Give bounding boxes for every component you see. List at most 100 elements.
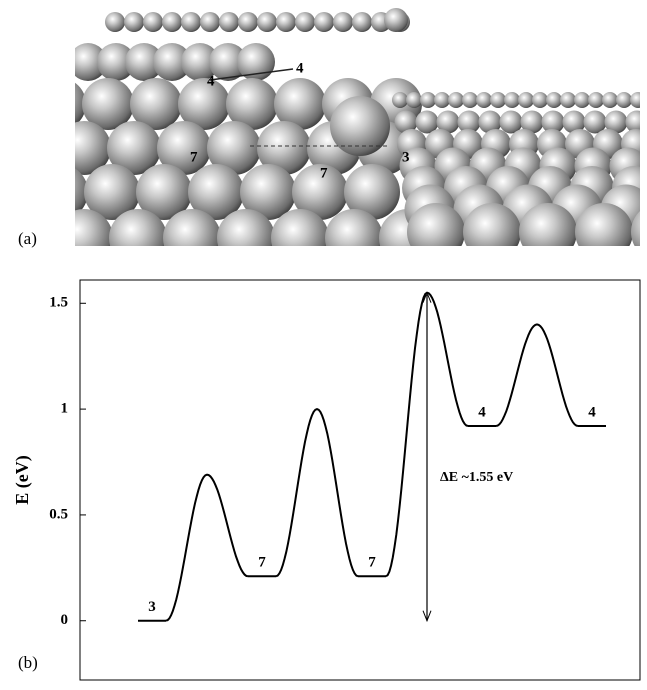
atom xyxy=(457,110,481,134)
atom xyxy=(575,203,633,246)
atom xyxy=(207,121,261,175)
atom xyxy=(518,92,534,108)
atom xyxy=(344,164,400,220)
atom xyxy=(237,43,275,81)
panel-label: (a) xyxy=(18,229,37,248)
atom xyxy=(97,43,135,81)
atom xyxy=(82,78,134,130)
atom xyxy=(476,92,492,108)
level-label: 4 xyxy=(478,404,486,420)
atom xyxy=(588,92,604,108)
atom xyxy=(226,78,278,130)
atom xyxy=(541,110,565,134)
atom xyxy=(162,12,182,32)
atom xyxy=(240,164,296,220)
atom xyxy=(394,110,418,134)
atom xyxy=(153,43,191,81)
atom xyxy=(520,110,544,134)
atom xyxy=(604,110,628,134)
atom xyxy=(562,110,586,134)
atom xyxy=(490,92,506,108)
atom xyxy=(75,168,88,216)
atom xyxy=(560,92,576,108)
atom xyxy=(616,92,632,108)
barrier xyxy=(275,408,359,578)
atom xyxy=(330,96,390,156)
atom xyxy=(75,82,86,126)
panel-label: (b) xyxy=(18,653,38,672)
atom xyxy=(109,209,167,246)
atom xyxy=(136,164,192,220)
atom xyxy=(407,203,465,246)
atom xyxy=(630,92,640,108)
atom xyxy=(436,110,460,134)
level-label: 3 xyxy=(148,599,156,615)
plot-frame xyxy=(79,279,641,681)
atom xyxy=(546,92,562,108)
atom xyxy=(532,92,548,108)
site-label: 3 xyxy=(402,149,410,165)
barrier xyxy=(165,473,249,622)
atom xyxy=(392,92,408,108)
atom xyxy=(352,12,372,32)
atom xyxy=(583,110,607,134)
atom xyxy=(181,12,201,32)
atom xyxy=(420,92,436,108)
atom xyxy=(143,12,163,32)
atom xyxy=(200,12,220,32)
atom xyxy=(625,110,640,134)
atom xyxy=(384,8,408,32)
atom xyxy=(274,78,326,130)
atom xyxy=(257,121,311,175)
level-label: 7 xyxy=(258,555,266,571)
atom xyxy=(463,203,521,246)
atom xyxy=(125,43,163,81)
atom xyxy=(130,78,182,130)
atom xyxy=(276,12,296,32)
atom xyxy=(124,12,144,32)
atom xyxy=(462,92,478,108)
atom xyxy=(75,121,111,175)
atom xyxy=(292,164,348,220)
y-tick-label: 0 xyxy=(61,612,69,628)
atom xyxy=(107,121,161,175)
atom xyxy=(75,50,79,74)
atom xyxy=(178,78,230,130)
atom xyxy=(217,209,275,246)
atom xyxy=(219,12,239,32)
atom xyxy=(434,92,450,108)
atom xyxy=(163,209,221,246)
atom xyxy=(157,121,211,175)
annotation: ΔE ~1.55 eV xyxy=(440,470,513,485)
barrier xyxy=(495,323,579,427)
atom xyxy=(75,43,107,81)
atom xyxy=(602,92,618,108)
y-tick-label: 0.5 xyxy=(49,506,68,522)
atom xyxy=(504,92,520,108)
arrow-head xyxy=(422,291,432,303)
atom xyxy=(631,211,640,246)
level-label: 4 xyxy=(588,404,596,420)
atom xyxy=(209,43,247,81)
atom xyxy=(257,12,277,32)
atom xyxy=(238,12,258,32)
atom xyxy=(75,209,113,246)
atom xyxy=(333,12,353,32)
site-label: 4 xyxy=(207,73,215,89)
atom xyxy=(84,164,140,220)
atom xyxy=(181,43,219,81)
level-label: 7 xyxy=(368,555,376,571)
site-label: 7 xyxy=(190,149,198,165)
atom xyxy=(448,92,464,108)
hop-line xyxy=(209,68,294,81)
atom xyxy=(478,110,502,134)
y-axis-label: E (eV) xyxy=(12,455,33,504)
atom xyxy=(499,110,523,134)
atom xyxy=(105,12,125,32)
arrow-head xyxy=(422,610,432,623)
atom xyxy=(325,209,383,246)
y-tick-label: 1.5 xyxy=(49,295,68,311)
site-label: 7 xyxy=(320,165,328,181)
atom xyxy=(574,92,590,108)
